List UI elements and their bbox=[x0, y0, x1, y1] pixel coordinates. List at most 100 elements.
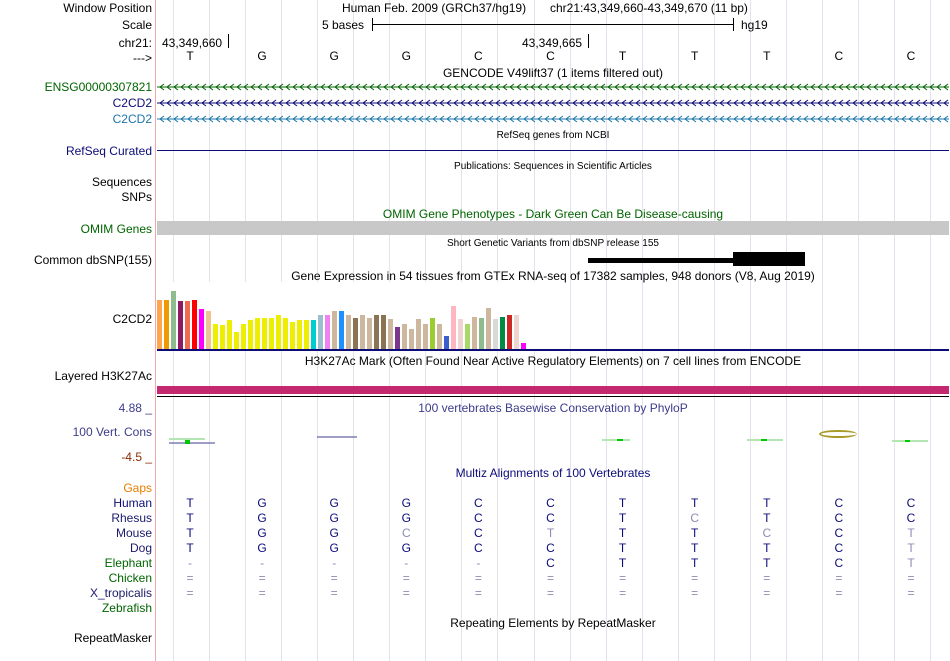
gtex-tissue-bar[interactable] bbox=[262, 318, 267, 349]
publications-label-snps[interactable]: SNPs bbox=[121, 190, 152, 204]
publications-label-sequences[interactable]: Sequences bbox=[91, 175, 152, 189]
strand-chevron-icon bbox=[257, 115, 263, 123]
gtex-tissue-bar[interactable] bbox=[493, 319, 498, 349]
gtex-tissue-bar[interactable] bbox=[360, 315, 365, 349]
gtex-tissue-bar[interactable] bbox=[514, 315, 519, 349]
multiz-species-label[interactable]: Human bbox=[113, 496, 152, 510]
strand-chevron-icon bbox=[579, 99, 585, 107]
gtex-tissue-bar[interactable] bbox=[374, 315, 379, 349]
dbsnp-feature-block[interactable] bbox=[733, 252, 805, 266]
gtex-tissue-bar[interactable] bbox=[500, 317, 505, 349]
gencode-label-c2cd2[interactable]: C2CD2 bbox=[112, 96, 152, 110]
gtex-tissue-bar[interactable] bbox=[395, 327, 400, 349]
multiz-species-label[interactable]: Mouse bbox=[115, 526, 152, 540]
dbsnp-feature-line[interactable] bbox=[588, 258, 734, 263]
omim-title[interactable]: OMIM Gene Phenotypes - Dark Green Can Be… bbox=[382, 207, 724, 221]
gtex-tissue-bar[interactable] bbox=[241, 324, 246, 349]
gene-feature-c2cd2-alt[interactable] bbox=[157, 114, 949, 124]
multiz-species-label[interactable]: Rhesus bbox=[111, 511, 152, 525]
refseq-title[interactable]: RefSeq genes from NCBI bbox=[496, 130, 610, 141]
gtex-chart[interactable] bbox=[156, 282, 556, 349]
h3k27ac-signal[interactable] bbox=[157, 386, 949, 394]
repeatmasker-title[interactable]: Repeating Elements by RepeatMasker bbox=[450, 616, 656, 630]
multiz-species-label[interactable]: Zebrafish bbox=[101, 601, 152, 615]
gtex-tissue-bar[interactable] bbox=[353, 318, 358, 349]
gene-feature-ensg[interactable] bbox=[157, 82, 949, 92]
gencode-title[interactable]: GENCODE V49lift37 (1 items filtered out) bbox=[442, 66, 664, 80]
gtex-tissue-bar[interactable] bbox=[297, 320, 302, 349]
gtex-tissue-bar[interactable] bbox=[164, 300, 169, 349]
multiz-species-label[interactable]: Chicken bbox=[108, 571, 152, 585]
h3k27ac-title[interactable]: H3K27Ac Mark (Often Found Near Active Re… bbox=[304, 354, 802, 368]
gtex-tissue-bar[interactable] bbox=[479, 318, 484, 349]
dbsnp-label[interactable]: Common dbSNP(155) bbox=[33, 253, 152, 267]
gtex-tissue-bar[interactable] bbox=[248, 320, 253, 349]
gtex-tissue-bar[interactable] bbox=[381, 315, 386, 349]
multiz-species-label[interactable]: X_tropicalis bbox=[89, 586, 152, 600]
gtex-tissue-bar[interactable] bbox=[437, 324, 442, 349]
gtex-tissue-bar[interactable] bbox=[367, 318, 372, 349]
multiz-gaps-label[interactable]: Gaps bbox=[123, 481, 152, 495]
gtex-tissue-bar[interactable] bbox=[290, 322, 295, 349]
gtex-tissue-bar[interactable] bbox=[234, 332, 239, 349]
gtex-tissue-bar[interactable] bbox=[283, 318, 288, 349]
gtex-tissue-bar[interactable] bbox=[157, 300, 162, 349]
gtex-tissue-bar[interactable] bbox=[178, 301, 183, 349]
gtex-tissue-bar[interactable] bbox=[325, 315, 330, 349]
gtex-tissue-bar[interactable] bbox=[388, 319, 393, 349]
strand-chevron-icon bbox=[915, 115, 921, 123]
gtex-tissue-bar[interactable] bbox=[311, 320, 316, 349]
strand-chevron-icon bbox=[474, 99, 480, 107]
gtex-tissue-bar[interactable] bbox=[521, 343, 526, 349]
gencode-label-c2cd2-alt[interactable]: C2CD2 bbox=[112, 112, 152, 126]
gtex-label[interactable]: C2CD2 bbox=[112, 312, 152, 326]
base-letter: C bbox=[474, 49, 483, 63]
gtex-tissue-bar[interactable] bbox=[227, 320, 232, 349]
gtex-tissue-bar[interactable] bbox=[171, 291, 176, 349]
gtex-tissue-bar[interactable] bbox=[332, 311, 337, 349]
gtex-tissue-bar[interactable] bbox=[339, 311, 344, 349]
gtex-tissue-bar[interactable] bbox=[402, 324, 407, 349]
gtex-tissue-bar[interactable] bbox=[220, 325, 225, 349]
gtex-tissue-bar[interactable] bbox=[192, 300, 197, 349]
gtex-tissue-bar[interactable] bbox=[451, 306, 456, 349]
gencode-label-ensg[interactable]: ENSG00000307821 bbox=[44, 80, 152, 94]
repeatmasker-label[interactable]: RepeatMasker bbox=[73, 631, 152, 645]
gtex-tissue-bar[interactable] bbox=[409, 329, 414, 349]
gtex-tissue-bar[interactable] bbox=[423, 324, 428, 349]
h3k27ac-label[interactable]: Layered H3K27Ac bbox=[54, 369, 152, 383]
gtex-tissue-bar[interactable] bbox=[213, 324, 218, 349]
gtex-title[interactable]: Gene Expression in 54 tissues from GTEx … bbox=[291, 269, 815, 283]
gtex-tissue-bar[interactable] bbox=[430, 318, 435, 349]
refseq-feature[interactable] bbox=[157, 150, 949, 151]
gtex-tissue-bar[interactable] bbox=[269, 318, 274, 349]
refseq-label[interactable]: RefSeq Curated bbox=[65, 144, 152, 158]
phylop-title[interactable]: 100 vertebrates Basewise Conservation by… bbox=[418, 401, 688, 415]
gtex-tissue-bar[interactable] bbox=[255, 318, 260, 349]
phylop-signal[interactable] bbox=[157, 425, 949, 455]
gtex-tissue-bar[interactable] bbox=[276, 315, 281, 349]
gtex-tissue-bar[interactable] bbox=[185, 301, 190, 349]
publications-title[interactable]: Publications: Sequences in Scientific Ar… bbox=[454, 161, 652, 172]
gene-feature-c2cd2[interactable] bbox=[157, 98, 949, 108]
omim-label[interactable]: OMIM Genes bbox=[80, 222, 152, 236]
gtex-tissue-bar[interactable] bbox=[416, 319, 421, 349]
gtex-tissue-bar[interactable] bbox=[465, 324, 470, 349]
gtex-tissue-bar[interactable] bbox=[346, 315, 351, 349]
multiz-species-label[interactable]: Elephant bbox=[104, 556, 152, 570]
omim-feature[interactable] bbox=[157, 221, 949, 235]
gtex-tissue-bar[interactable] bbox=[486, 308, 491, 349]
multiz-title[interactable]: Multiz Alignments of 100 Vertebrates bbox=[455, 466, 651, 480]
phylop-label[interactable]: 100 Vert. Cons bbox=[72, 425, 152, 439]
gtex-tissue-bar[interactable] bbox=[458, 319, 463, 349]
position-text[interactable]: chr21:43,349,660-43,349,670 (11 bp) bbox=[550, 1, 748, 15]
gtex-tissue-bar[interactable] bbox=[206, 311, 211, 349]
gtex-tissue-bar[interactable] bbox=[304, 320, 309, 349]
gtex-tissue-bar[interactable] bbox=[318, 315, 323, 349]
dbsnp-title[interactable]: Short Genetic Variants from dbSNP releas… bbox=[447, 238, 659, 249]
gtex-tissue-bar[interactable] bbox=[444, 336, 449, 349]
multiz-species-label[interactable]: Dog bbox=[129, 541, 152, 555]
gtex-tissue-bar[interactable] bbox=[507, 315, 512, 349]
gtex-tissue-bar[interactable] bbox=[199, 309, 204, 349]
gtex-tissue-bar[interactable] bbox=[472, 317, 477, 349]
